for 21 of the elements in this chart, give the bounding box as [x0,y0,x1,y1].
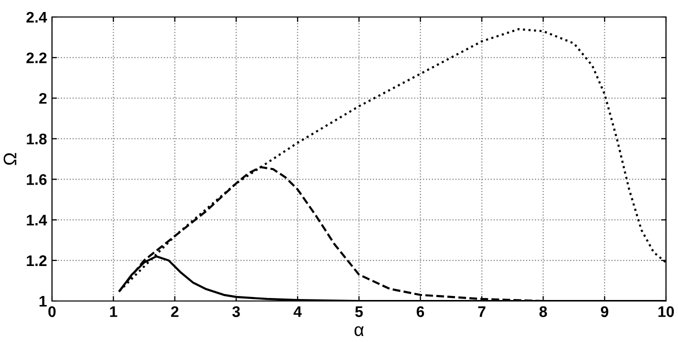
x-tick-label: 0 [48,306,56,318]
x-tick-label: 3 [232,306,240,318]
y-tick-label: 1 [40,296,47,307]
y-tick-label: 1.4 [26,214,48,226]
x-tick-label: 10 [658,306,674,318]
x-tick-label: 7 [478,306,486,317]
y-axis-title: Ω [4,153,16,165]
y-tick-label: 1.6 [26,174,47,185]
x-axis-title: α [354,326,364,336]
x-tick-label: 5 [355,306,363,318]
y-tick-label: 2.2 [26,52,47,64]
x-tick-label: 4 [294,306,302,317]
y-tick-label: 2 [39,93,47,104]
x-tick-label: 8 [539,306,547,318]
x-tick-label: 1 [110,306,118,317]
x-tick-label: 2 [171,306,178,317]
x-tick-label: 6 [416,306,424,318]
y-tick-label: 2.4 [26,12,48,23]
y-tick-label: 1.8 [26,134,47,144]
y-tick-label: 1.2 [26,255,47,266]
x-tick-label: 9 [600,306,608,318]
